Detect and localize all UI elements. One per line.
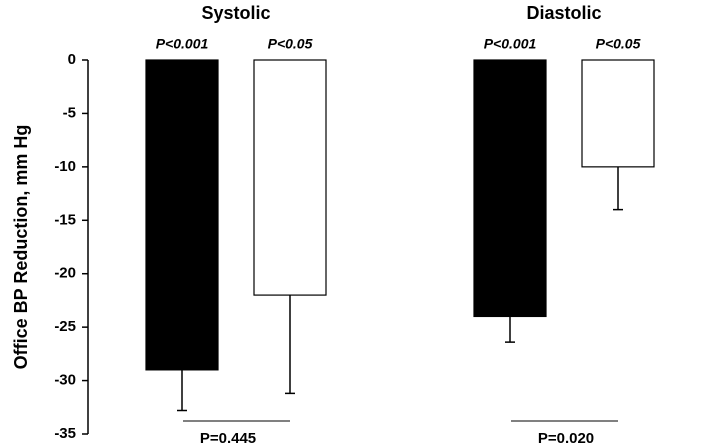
y-tick-label: -10 xyxy=(54,158,76,175)
significance-label: P<0.05 xyxy=(596,36,641,52)
error-bar xyxy=(285,295,295,395)
bar xyxy=(473,59,547,318)
significance-label: P<0.05 xyxy=(268,36,313,52)
bar xyxy=(581,59,655,168)
y-axis-label: Office BP Reduction, mm Hg xyxy=(11,125,31,370)
category-label: Systolic xyxy=(201,3,270,23)
comparison-label: P=0.020 xyxy=(538,430,594,447)
error-bar xyxy=(505,316,515,343)
y-tick-label: -30 xyxy=(54,372,76,389)
error-bar xyxy=(613,166,623,211)
y-tick-label: -20 xyxy=(54,265,76,282)
bar xyxy=(145,59,219,371)
significance-label: P<0.001 xyxy=(484,36,537,52)
category-label: Diastolic xyxy=(526,3,601,23)
y-tick-label: -25 xyxy=(54,318,76,335)
y-tick-label: 0 xyxy=(68,51,76,68)
y-tick-label: -5 xyxy=(63,104,76,121)
significance-label: P<0.001 xyxy=(156,36,209,52)
y-tick-label: -15 xyxy=(54,211,76,228)
y-tick-label: -35 xyxy=(54,425,76,442)
error-bar xyxy=(177,369,187,412)
bar xyxy=(253,59,327,296)
comparison-label: P=0.445 xyxy=(200,430,256,447)
